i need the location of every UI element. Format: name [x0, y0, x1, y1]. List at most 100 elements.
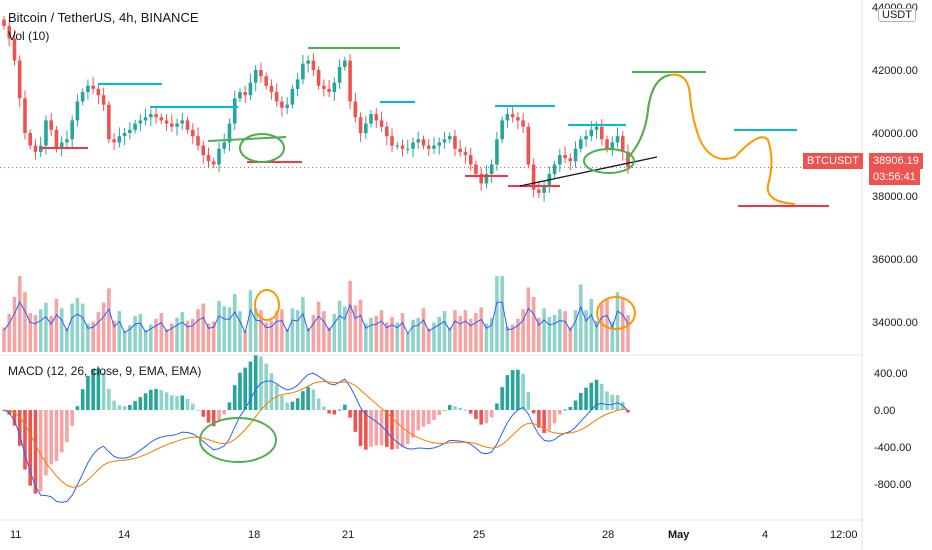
macd-histogram-bar: [196, 409, 200, 411]
macd-histogram-bar: [599, 383, 604, 410]
candle-body: [400, 145, 405, 149]
volume-bar: [390, 316, 394, 352]
macd-histogram-bar: [133, 401, 137, 410]
volume-bar: [421, 308, 426, 352]
volume-bar: [285, 329, 289, 352]
volume-bar: [86, 323, 90, 352]
volume-bar: [322, 311, 326, 352]
volume-bar: [620, 298, 625, 352]
price-tick-label: 34000.00: [872, 317, 918, 329]
candle-body: [421, 139, 426, 146]
macd-histogram-bar: [463, 409, 468, 411]
macd-histogram-bar: [432, 410, 436, 421]
macd-histogram-bar: [295, 398, 300, 410]
volume-ma-line: [3, 301, 629, 335]
volume-bar: [458, 315, 463, 352]
macd-histogram-bar: [458, 407, 463, 410]
macd-histogram-bar: [353, 410, 358, 432]
volume-bar: [107, 288, 111, 352]
volume-bar: [526, 287, 531, 352]
candle-body: [101, 95, 106, 105]
candle-body: [80, 92, 85, 102]
volume-bar: [112, 320, 116, 352]
candle-body: [264, 76, 268, 86]
volume-bar: [521, 309, 525, 352]
macd-histogram-bar: [579, 392, 583, 410]
macd-histogram-bar: [38, 410, 43, 492]
macd-tick-label: 0.00: [874, 405, 895, 417]
candle-body: [568, 158, 573, 162]
volume-bar: [91, 321, 95, 352]
candle-body: [416, 139, 421, 143]
time-tick-label: 12:00: [830, 529, 858, 541]
macd-histogram-bar: [232, 385, 237, 410]
candle-body: [426, 145, 431, 149]
macd-histogram-bar: [405, 410, 410, 445]
candle-body: [505, 114, 510, 121]
volume-bar: [547, 316, 552, 352]
volume-bar: [599, 303, 604, 352]
macd-histogram-bar: [531, 410, 536, 414]
volume-bar: [447, 327, 452, 352]
macd-histogram-bar: [594, 379, 599, 410]
candle-body: [332, 82, 337, 93]
macd-histogram-bar: [563, 409, 567, 411]
macd-histogram-bar: [605, 391, 609, 410]
candle-body: [526, 126, 531, 165]
macd-histogram-bar: [248, 361, 253, 410]
candle-body: [169, 123, 174, 127]
candle-body: [180, 120, 185, 124]
candle-body: [620, 136, 625, 152]
macd-histogram-bar: [379, 410, 384, 446]
macd-histogram-bar: [49, 410, 53, 465]
volume-bar: [579, 284, 583, 352]
volume-bar: [327, 327, 331, 352]
macd-histogram-bar: [264, 363, 268, 410]
currency-button[interactable]: USDT: [878, 8, 916, 22]
macd-histogram-bar: [169, 395, 174, 410]
volume-bar: [463, 310, 468, 352]
candle-body: [259, 70, 263, 77]
macd-histogram-bar: [426, 410, 431, 425]
macd-histogram-bar: [369, 410, 373, 447]
volume-bar: [180, 312, 185, 352]
volume-bar: [468, 318, 473, 352]
candle-body: [390, 136, 394, 146]
volume-bar: [190, 318, 195, 352]
volume-bar: [101, 302, 106, 352]
candle-body: [322, 85, 326, 89]
volume-bar: [80, 303, 85, 352]
macd-histogram-bar: [112, 400, 116, 410]
candle-body: [65, 139, 69, 143]
symbol-title: Bitcoin / TetherUS, 4h, BINANCE: [8, 10, 199, 25]
candle-body: [489, 164, 494, 174]
macd-histogram-bar: [206, 410, 211, 423]
macd-histogram-bar: [201, 410, 206, 417]
candle-body: [369, 114, 373, 124]
volume-bar: [405, 333, 410, 352]
macd-histogram-bar: [7, 410, 12, 415]
candle-body: [558, 155, 562, 165]
macd-histogram-bar: [447, 405, 452, 410]
candle-body: [75, 101, 80, 121]
volume-bar: [500, 276, 504, 352]
candle-body: [301, 63, 305, 80]
price-tick-label: 38000.00: [872, 191, 918, 203]
macd-histogram-bar: [453, 406, 457, 410]
volume-bar: [510, 324, 515, 352]
candle-body: [468, 155, 473, 165]
macd-histogram-bar: [437, 410, 442, 416]
macd-histogram-bar: [185, 398, 190, 410]
candle-body: [364, 123, 368, 133]
candle-body: [206, 155, 211, 162]
volume-bar: [295, 310, 300, 352]
macd-histogram-bar: [227, 402, 232, 410]
candle-body: [479, 173, 483, 184]
time-tick-label: 25: [473, 529, 485, 541]
candle-body: [374, 114, 379, 121]
price-tick-label: 36000.00: [872, 254, 918, 266]
volume-bar: [243, 331, 248, 352]
macd-histogram-bar: [149, 389, 153, 410]
volume-bar: [259, 310, 263, 352]
